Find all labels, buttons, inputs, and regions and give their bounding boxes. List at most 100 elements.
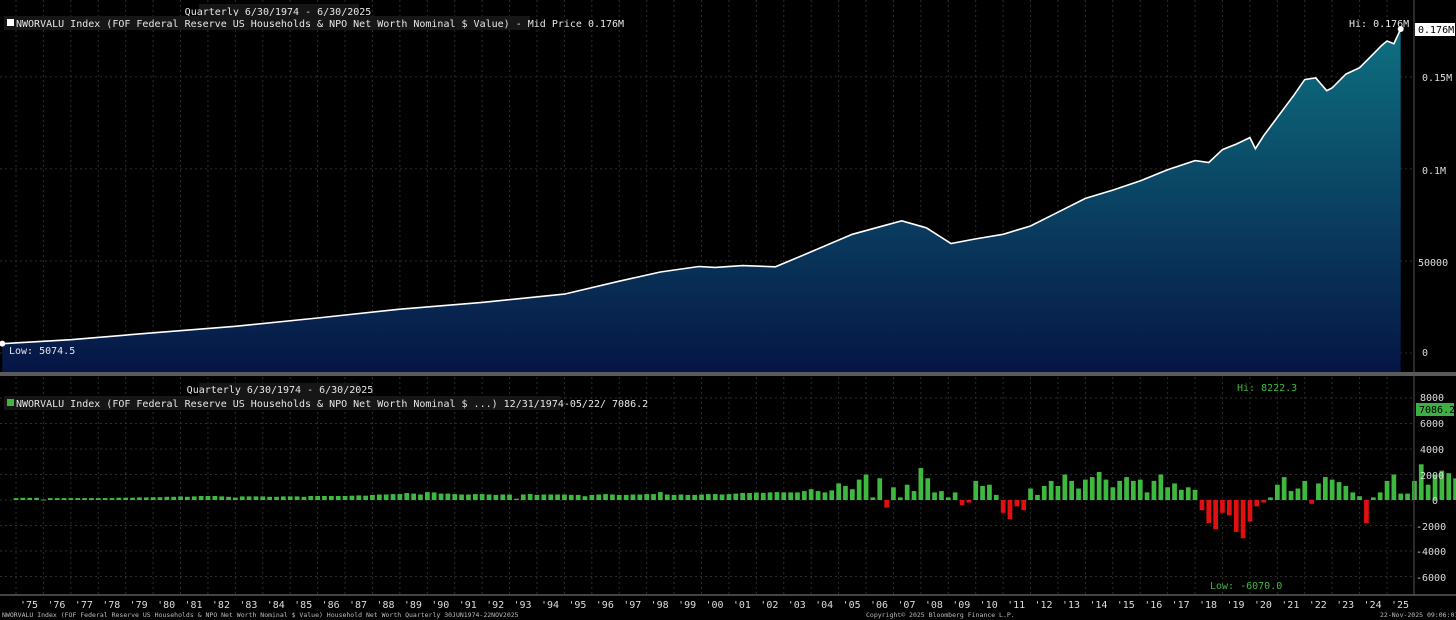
x-tick-label: '83 [239, 600, 257, 611]
x-tick-label: '75 [20, 600, 38, 611]
change-bar [1364, 500, 1369, 523]
x-tick-label: '99 [678, 600, 696, 611]
change-bar [1069, 480, 1074, 500]
footer-description: NWORVALU Index (FOF Federal Reserve US H… [2, 611, 519, 619]
change-bar [891, 487, 896, 501]
change-bar [719, 494, 725, 500]
change-bar [877, 478, 883, 500]
change-bar [82, 498, 87, 500]
change-bar [1199, 500, 1205, 511]
change-bar [500, 494, 506, 500]
change-bar [712, 494, 718, 500]
top-legend-swatch [7, 19, 14, 26]
bottom-y-tick-label: -4000 [1416, 547, 1446, 558]
change-bar [41, 499, 46, 501]
change-bar [980, 486, 985, 500]
x-tick-label: '76 [47, 600, 65, 611]
x-tick-label: '91 [459, 600, 477, 611]
x-tick-label: '82 [212, 600, 230, 611]
axis-divider [0, 594, 1456, 596]
change-bar [1309, 500, 1314, 504]
net-worth-line [2, 28, 1402, 345]
change-bar [754, 492, 759, 500]
change-bar [1144, 492, 1150, 500]
x-tick-label: '23 [1336, 600, 1354, 611]
change-bar [212, 496, 218, 500]
change-bar [329, 496, 334, 500]
change-bar [1439, 470, 1445, 500]
change-bar [178, 496, 183, 500]
change-bar [898, 497, 903, 500]
change-bar [1192, 489, 1198, 500]
change-bar [1124, 477, 1129, 500]
change-bar [198, 496, 204, 500]
change-bar [1035, 494, 1040, 500]
change-bar [699, 494, 704, 500]
x-tick-label: '02 [760, 600, 778, 611]
high-point-marker [1397, 26, 1404, 32]
bottom-y-tick-label: -2000 [1416, 522, 1446, 533]
bottom-period: Quarterly 6/30/1974 - 6/30/2025 [187, 385, 374, 396]
top-y-tick-label: 0 [1422, 348, 1428, 359]
change-bar [1131, 480, 1136, 500]
footer-copyright: Copyright© 2025 Bloomberg Finance L.P. [866, 611, 1015, 619]
change-bar [1165, 487, 1170, 501]
bottom-y-tick-label: 6000 [1420, 419, 1444, 430]
change-bar [610, 494, 615, 500]
x-tick-label: '06 [870, 600, 888, 611]
change-bar [274, 496, 279, 500]
change-bar [486, 494, 492, 500]
change-bar [692, 494, 697, 500]
change-bar [1281, 477, 1287, 500]
x-tick-label: '08 [925, 600, 943, 611]
change-bar [493, 494, 499, 500]
change-bar [1158, 474, 1164, 500]
change-bar [171, 496, 176, 500]
change-bar [904, 484, 910, 500]
change-bar [788, 492, 793, 500]
change-bar [1103, 479, 1109, 500]
change-bar [555, 494, 560, 500]
change-bar [966, 500, 972, 503]
change-bar [1425, 484, 1431, 500]
change-bar [1021, 500, 1027, 511]
bottom-y-tick-label: 0 [1432, 496, 1438, 507]
change-bar [1398, 493, 1404, 500]
x-tick-label: '78 [102, 600, 120, 611]
x-tick-label: '89 [404, 600, 422, 611]
change-bar [301, 496, 307, 500]
change-bar [987, 484, 992, 500]
x-tick-label: '98 [651, 600, 669, 611]
change-bar [233, 497, 238, 500]
change-bar [294, 496, 300, 500]
x-tick-label: '24 [1364, 600, 1382, 611]
change-bar [1220, 500, 1225, 513]
bottom-y-tick-label: 4000 [1420, 445, 1444, 456]
change-bar [109, 498, 115, 500]
change-bar [952, 492, 958, 500]
change-bar [959, 500, 965, 506]
footer-timestamp: 22-Nov-2025 09:06:01 [1380, 611, 1456, 619]
change-bar [1323, 477, 1328, 500]
x-tick-label: '94 [541, 600, 559, 611]
panel-divider[interactable] [0, 372, 1456, 376]
x-tick-label: '84 [267, 600, 285, 611]
change-bar [1391, 474, 1397, 500]
change-bar [383, 494, 389, 500]
change-bar [1041, 486, 1047, 500]
x-tick-label: '11 [1007, 600, 1025, 611]
change-bar [1384, 480, 1390, 500]
x-tick-label: '81 [184, 600, 202, 611]
change-bar [925, 478, 931, 500]
change-bar [1213, 500, 1218, 530]
change-bar [678, 494, 684, 500]
x-tick-label: '93 [514, 600, 532, 611]
change-bar [1048, 480, 1054, 500]
change-bar [733, 493, 739, 500]
change-bar [671, 494, 677, 500]
change-bar [123, 497, 128, 500]
change-bar [61, 498, 67, 500]
x-tick-label: '20 [1254, 600, 1272, 611]
change-bar [884, 500, 889, 508]
change-bar [473, 494, 478, 500]
